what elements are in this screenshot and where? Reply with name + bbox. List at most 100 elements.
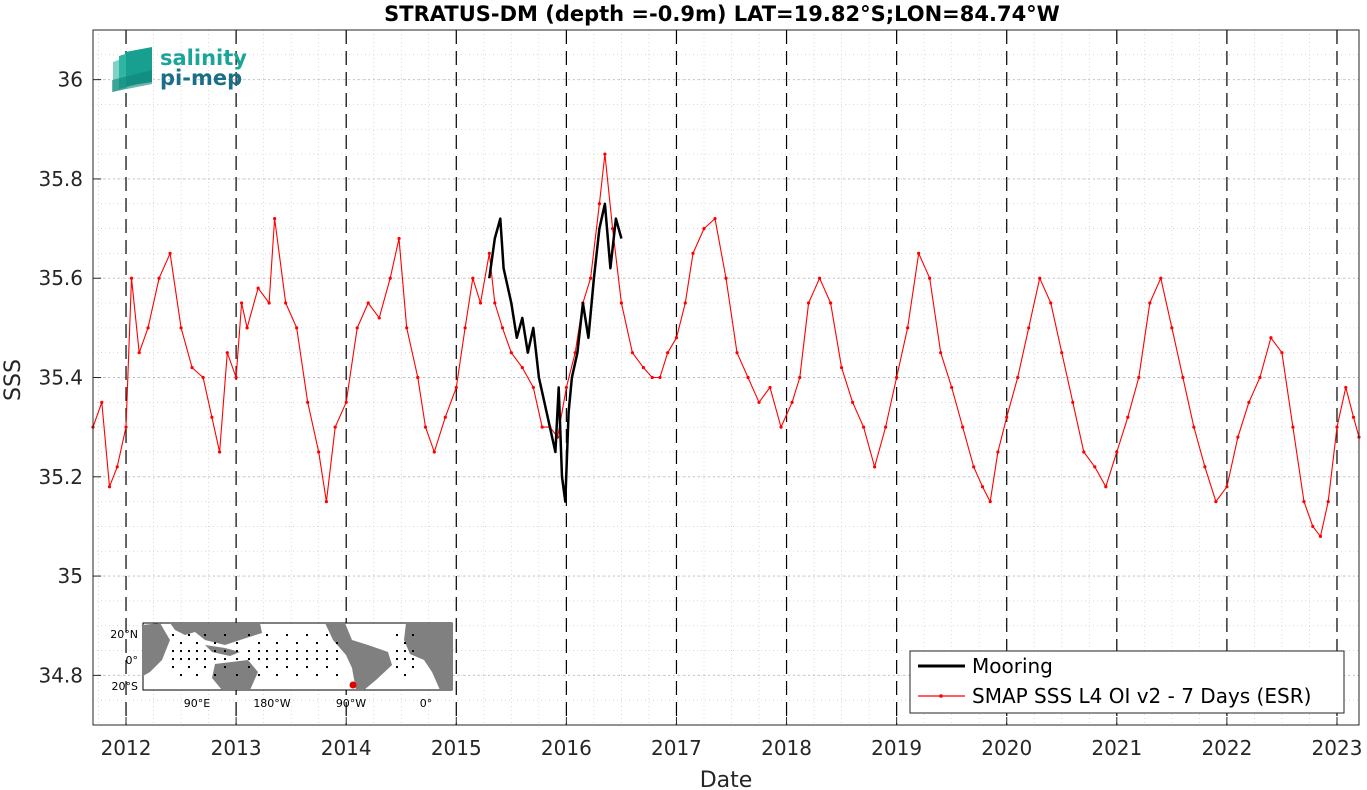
x-tick-label: 2020: [981, 736, 1032, 760]
series-point-smap: [939, 351, 943, 355]
buoy-dot: [412, 634, 414, 636]
series-point-smap: [1311, 524, 1315, 529]
series-point-smap: [851, 400, 855, 404]
series-point-smap: [377, 316, 381, 320]
series-point-smap: [1071, 400, 1075, 404]
buoy-dot: [316, 650, 318, 652]
series-point-smap: [137, 351, 141, 355]
series-point-smap: [1269, 336, 1273, 340]
pi-mep-logo: salinity pi-mep: [112, 46, 247, 92]
buoy-dot: [180, 658, 182, 660]
buoy-dot: [296, 674, 298, 676]
series-point-smap: [1115, 450, 1119, 454]
series-point-smap: [124, 425, 128, 429]
buoy-dot: [276, 658, 278, 660]
buoy-dot: [188, 666, 190, 668]
series-point-smap: [463, 326, 467, 330]
series-point-smap: [1291, 425, 1295, 429]
series-point-smap: [950, 385, 954, 390]
y-tick-label: 35.4: [38, 366, 83, 390]
series-point-smap: [666, 351, 670, 355]
x-axis-label: Date: [700, 768, 753, 790]
buoy-dot: [196, 642, 198, 644]
series-line-smap: [92, 153, 1360, 537]
series-point-smap: [564, 385, 568, 390]
series-point-smap: [344, 400, 348, 404]
series-point-smap: [1280, 351, 1284, 355]
buoy-dot: [276, 642, 278, 644]
series-point-smap: [284, 301, 288, 305]
series-point-smap: [1351, 415, 1356, 419]
series-point-smap: [862, 425, 866, 429]
series-point-smap: [107, 485, 112, 489]
map-land-indonesia: [205, 645, 240, 656]
buoy-dot: [286, 634, 288, 636]
series-point-smap: [454, 385, 458, 390]
series-point-smap: [1082, 450, 1086, 454]
series-point-smap: [817, 276, 822, 280]
series-point-smap: [256, 286, 260, 290]
buoy-dot: [180, 642, 182, 644]
series-line-mooring: [488, 202, 623, 503]
series-point-smap: [746, 375, 750, 380]
series-point-smap: [1302, 500, 1306, 504]
series-point-smap: [1170, 326, 1174, 330]
series-point-smap: [1104, 485, 1108, 489]
buoy-dot: [266, 658, 268, 660]
buoy-dot: [336, 642, 338, 644]
series-point-smap: [388, 276, 392, 280]
series-point-smap: [100, 400, 104, 404]
buoy-dot: [196, 674, 198, 676]
buoy-dot: [172, 634, 174, 636]
series-point-smap: [245, 326, 249, 330]
buoy-dot: [326, 634, 328, 636]
map-lon-label-180w: 180°W: [253, 697, 290, 710]
map-buoy-dots: [172, 634, 414, 676]
series-point-smap: [768, 385, 772, 390]
series-point-smap: [611, 226, 615, 231]
series-point-smap: [432, 450, 436, 454]
buoy-dot: [326, 658, 328, 660]
series-point-smap: [1148, 301, 1152, 305]
inset-map: 20°N 0° 20°S 90°E 180°W 90°W 0°: [110, 622, 453, 710]
x-tick-label: 2016: [541, 736, 592, 760]
buoy-dot: [266, 634, 268, 636]
y-tick-label: 35.6: [38, 266, 83, 290]
buoy-dot: [180, 650, 182, 652]
buoy-dot: [336, 658, 338, 660]
series-point-smap: [683, 301, 687, 305]
series-point-smap: [493, 301, 497, 305]
map-land-asia: [170, 623, 262, 645]
buoy-dot: [412, 658, 414, 660]
y-tick-label: 36: [58, 68, 83, 92]
buoy-dot: [258, 658, 260, 660]
series-point-smap: [1192, 425, 1196, 429]
buoy-dot: [396, 658, 398, 660]
buoy-dot: [204, 650, 206, 652]
buoy-dot: [224, 650, 226, 652]
buoy-dot: [286, 666, 288, 668]
buoy-dot: [326, 650, 328, 652]
x-tick-label: 2017: [651, 736, 702, 760]
series-point-smap: [588, 276, 593, 280]
series-point-smap: [190, 365, 194, 370]
buoy-dot: [224, 658, 226, 660]
buoy-dot: [306, 650, 308, 652]
buoy-dot: [224, 666, 226, 668]
buoy-dot: [286, 658, 288, 660]
buoy-dot: [296, 642, 298, 644]
series-point-smap: [115, 465, 119, 469]
series-point-smap: [201, 375, 205, 380]
series-point-smap: [650, 375, 654, 380]
buoy-dot: [248, 666, 250, 668]
series-point-smap: [500, 326, 505, 330]
series-point-smap: [1326, 500, 1330, 504]
buoy-dot: [266, 666, 268, 668]
series-point-smap: [509, 351, 513, 355]
series-point-smap: [884, 425, 888, 429]
buoy-dot: [326, 666, 328, 668]
buoy-dot: [396, 650, 398, 652]
buoy-dot: [336, 674, 338, 676]
map-lon-label-90e: 90°E: [184, 697, 210, 710]
series-point-smap: [713, 217, 717, 221]
